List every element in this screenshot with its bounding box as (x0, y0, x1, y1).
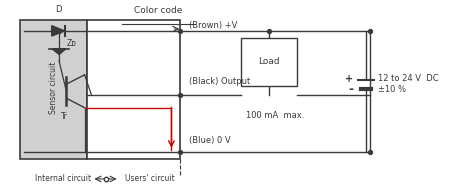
Text: Sensor circuit: Sensor circuit (49, 61, 58, 114)
Text: Internal circuit: Internal circuit (35, 174, 91, 183)
Polygon shape (52, 26, 65, 36)
Text: Zᴅ: Zᴅ (67, 39, 76, 48)
Text: (Brown) +V: (Brown) +V (189, 21, 237, 30)
FancyBboxPatch shape (87, 20, 180, 159)
Text: ±10 %: ±10 % (378, 85, 406, 94)
Text: Tr: Tr (61, 112, 68, 121)
Text: Color code: Color code (134, 6, 183, 15)
FancyBboxPatch shape (20, 20, 87, 159)
Text: Load: Load (258, 58, 279, 66)
Text: Users' circuit: Users' circuit (125, 174, 175, 183)
Text: 100 mA  max.: 100 mA max. (246, 111, 304, 120)
Text: -: - (348, 83, 353, 96)
Text: (Black) Output: (Black) Output (189, 77, 250, 86)
Polygon shape (52, 49, 66, 55)
Text: D: D (55, 5, 62, 14)
Text: (Blue) 0 V: (Blue) 0 V (189, 136, 230, 145)
FancyBboxPatch shape (241, 38, 297, 86)
Text: 12 to 24 V  DC: 12 to 24 V DC (378, 74, 439, 82)
Text: +: + (345, 74, 353, 84)
